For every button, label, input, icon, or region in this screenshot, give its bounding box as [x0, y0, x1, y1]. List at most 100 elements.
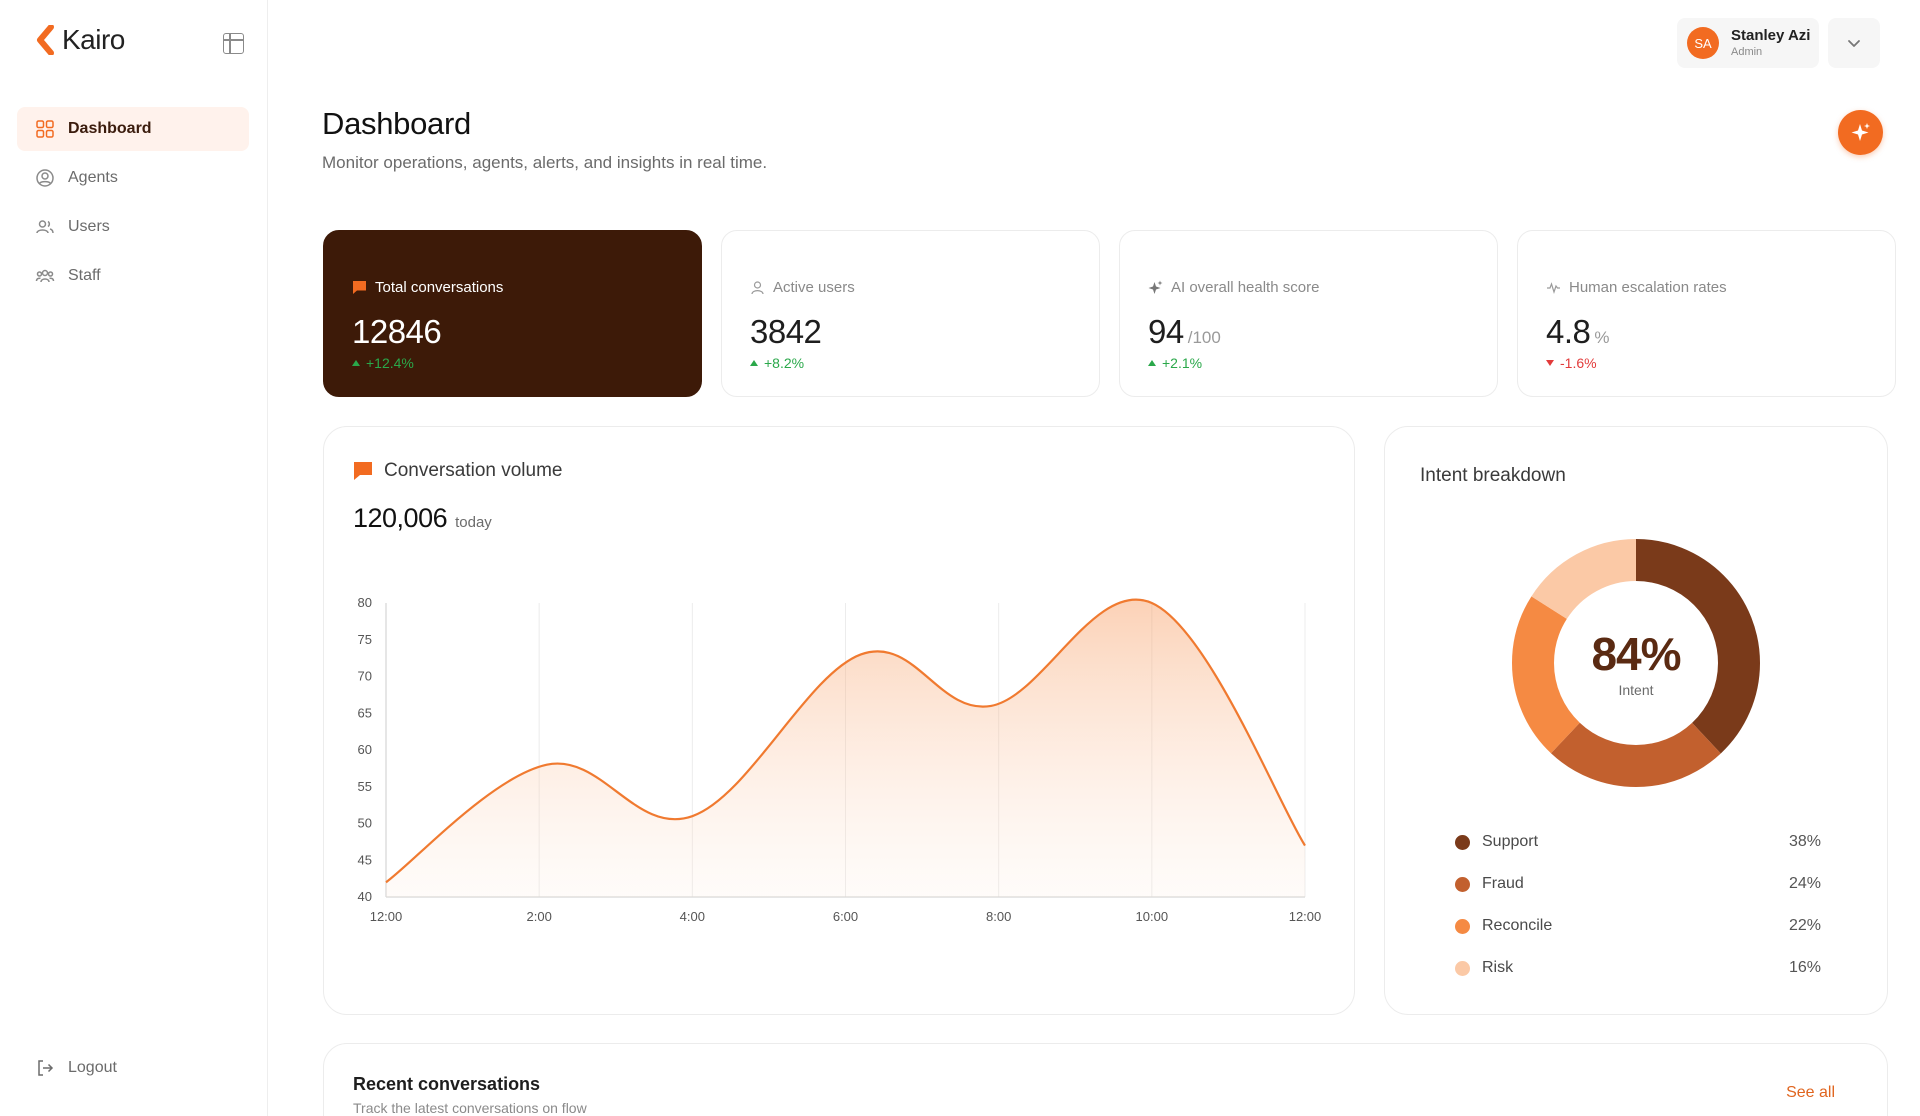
stat-change: +8.2% [750, 355, 1071, 371]
legend-name: Fraud [1482, 875, 1524, 892]
stat-label: Human escalation rates [1569, 278, 1727, 296]
y-tick-label: 75 [358, 632, 372, 647]
stat-header: Total conversations [352, 277, 673, 297]
stat-value: 12846 [352, 313, 442, 350]
ai-assistant-button[interactable] [1838, 110, 1883, 155]
y-tick-label: 70 [358, 669, 372, 684]
legend-item: Fraud 24% [1455, 863, 1821, 905]
trend-down-icon [1546, 360, 1554, 366]
panel-title: Recent conversations [353, 1074, 541, 1094]
stat-change-value: +8.2% [764, 355, 805, 371]
sidebar-item-staff[interactable]: Staff [17, 254, 249, 298]
panel-title: Intent breakdown [1420, 465, 1566, 486]
legend-name: Support [1482, 833, 1539, 850]
sidebar-item-label: Staff [68, 267, 101, 284]
panel-header: Conversation volume [353, 460, 562, 482]
stat-value-row: 4.8 % [1546, 313, 1867, 351]
y-tick-label: 80 [358, 595, 372, 610]
sidebar-item-dashboard[interactable]: Dashboard [17, 107, 249, 151]
donut-label: Intent [1618, 682, 1654, 698]
legend-name: Risk [1482, 959, 1514, 976]
volume-total: 120,006 today [353, 503, 492, 534]
x-tick-label: 10:00 [1136, 909, 1169, 924]
y-tick-label: 55 [358, 779, 372, 794]
stat-card-active-users[interactable]: Active users 3842 +8.2% [721, 230, 1100, 397]
trend-up-icon [1148, 360, 1156, 366]
intent-breakdown-panel: Intent breakdown 84% Intent Support 38% … [1384, 426, 1888, 1015]
brand[interactable]: Kairo [36, 24, 125, 56]
stat-header: AI overall health score [1148, 277, 1469, 297]
stat-change: +12.4% [352, 355, 673, 371]
user-menu-button[interactable] [1828, 18, 1880, 68]
stat-label: Total conversations [375, 278, 504, 296]
stat-change: +2.1% [1148, 355, 1469, 371]
stat-card-total-conversations[interactable]: Total conversations 12846 +12.4% [323, 230, 702, 397]
y-tick-label: 50 [358, 816, 372, 831]
stat-value-row: 94 /100 [1148, 313, 1469, 351]
logout-button[interactable]: Logout [35, 1058, 117, 1078]
sparkle-icon [1148, 280, 1163, 294]
donut-slice-risk [1512, 539, 1760, 787]
sidebar-item-users[interactable]: Users [17, 205, 249, 249]
logout-label: Logout [68, 1059, 117, 1076]
sidebar-item-agents[interactable]: Agents [17, 156, 249, 200]
legend-pct: 22% [1788, 917, 1821, 934]
panel-title: Conversation volume [384, 460, 563, 481]
chevron-down-icon [1848, 40, 1860, 47]
kairo-logo-icon [37, 25, 54, 55]
volume-total-unit: today [455, 514, 492, 531]
page-title: Dashboard [322, 106, 471, 141]
stat-value: 3842 [750, 313, 822, 350]
series-line [385, 598, 1306, 884]
conversation-volume-chart: 12:00 2:00 4:00 6:00 8:00 10:00 12:00 40 45 50 55 6… [358, 595, 1322, 924]
stat-card-health-score[interactable]: AI overall health score 94 /100 +2.1% [1119, 230, 1498, 397]
legend-dot [1455, 918, 1470, 934]
stat-value-row: 12846 [352, 313, 673, 351]
pulse-icon [1547, 281, 1560, 294]
stat-suffix: /100 [1187, 328, 1221, 347]
legend-name: Reconcile [1482, 917, 1553, 934]
stat-value: 94 [1148, 313, 1184, 350]
legend-pct: 16% [1788, 959, 1821, 976]
sidebar-item-label: Agents [68, 169, 118, 186]
user-icon [751, 280, 764, 294]
team-icon [35, 269, 55, 283]
stat-label: Active users [773, 278, 855, 296]
see-all-link[interactable]: See all [1786, 1084, 1835, 1101]
intent-legend: Support 38% Fraud 24% Reconcile 22% Risk… [1455, 821, 1821, 989]
legend-item: Support 38% [1455, 821, 1821, 863]
donut-center: 84% Intent [1510, 537, 1762, 789]
user-name: Stanley Azi [1731, 27, 1811, 44]
sidebar-toggle-icon[interactable] [223, 33, 244, 54]
stat-value: 4.8 [1546, 313, 1591, 350]
user-circle-icon [36, 169, 54, 187]
user-role: Admin [1731, 46, 1763, 58]
legend-pct: 24% [1788, 875, 1821, 892]
legend-dot [1455, 834, 1470, 850]
trend-up-icon [352, 360, 360, 366]
y-tick-label: 65 [358, 705, 372, 720]
stat-change-value: +2.1% [1162, 355, 1203, 371]
grid-icon [36, 120, 54, 138]
stat-card-escalation-rate[interactable]: Human escalation rates 4.8 % -1.6% [1517, 230, 1896, 397]
user-profile[interactable]: SA Stanley Azi Admin [1677, 18, 1819, 68]
y-tick-label: 60 [358, 742, 372, 757]
x-tick-label: 2:00 [527, 909, 552, 924]
legend-item: Reconcile 22% [1455, 905, 1821, 947]
stat-change-value: -1.6% [1560, 355, 1597, 371]
panel-subtitle: Track the latest conversations on flow [353, 1100, 587, 1116]
brand-name: Kairo [62, 24, 125, 55]
sidebar: Kairo Dashboard Agents Users [0, 0, 268, 1116]
recent-conversations-panel: Recent conversations Track the latest co… [323, 1043, 1888, 1116]
chat-icon [354, 462, 372, 480]
stat-suffix: % [1594, 328, 1610, 347]
donut-slice-reconcile [1512, 539, 1760, 787]
legend-pct: 38% [1788, 833, 1821, 850]
y-tick-label: 45 [358, 852, 372, 867]
legend-dot [1455, 960, 1470, 976]
sparkle-icon [1851, 122, 1870, 141]
stat-change: -1.6% [1546, 355, 1867, 371]
stat-value-row: 3842 [750, 313, 1071, 351]
conversation-volume-panel: Conversation volume 120,006 today 12:00 2… [323, 426, 1355, 1015]
sidebar-item-label: Users [68, 218, 110, 235]
